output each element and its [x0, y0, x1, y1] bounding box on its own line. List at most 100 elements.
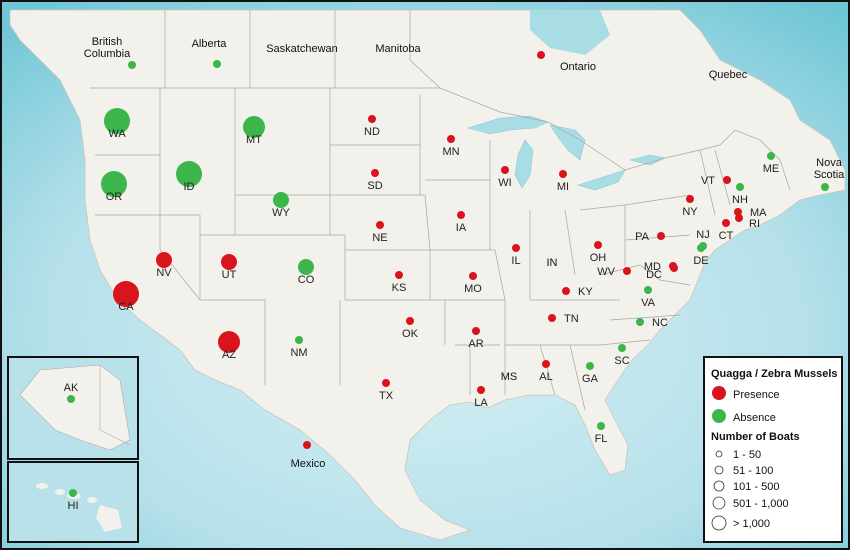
legend-title: Quagga / Zebra Mussels — [711, 368, 838, 380]
marker-label: HI — [68, 500, 79, 512]
marker-ut — [221, 254, 237, 270]
marker-label: CO — [298, 274, 315, 286]
marker-ny — [686, 195, 694, 203]
marker-me — [767, 152, 775, 160]
marker-wy — [273, 192, 289, 208]
legend-size-classes: 1 - 50 51 - 100 101 - 500 501 - 1,000 > 1,00… — [711, 449, 789, 531]
marker-label: OH — [590, 252, 607, 264]
region-label: Manitoba — [375, 43, 421, 55]
marker-wa — [104, 108, 130, 134]
marker-mi — [559, 170, 567, 178]
marker-ia — [457, 211, 465, 219]
legend-size-label: 1 - 50 — [733, 449, 761, 461]
marker-vt — [723, 176, 731, 184]
marker-ok — [406, 317, 414, 325]
marker-label: FL — [595, 433, 608, 445]
marker-ky — [562, 287, 570, 295]
legend-size-circle — [714, 465, 724, 475]
marker-al — [542, 360, 550, 368]
marker-ks — [395, 271, 403, 279]
marker-label: ID — [184, 181, 195, 193]
region-label: Mexico — [291, 458, 326, 470]
marker-va — [644, 286, 652, 294]
marker-label: MO — [464, 283, 482, 295]
marker-label: NH — [732, 194, 748, 206]
marker-nc — [636, 318, 644, 326]
land-mass — [9, 9, 846, 541]
legend-size-title: Number of Boats — [711, 431, 800, 443]
region-label: Saskatchewan — [266, 43, 338, 55]
region-label: British Columbia — [84, 36, 131, 60]
marker-tn — [548, 314, 556, 322]
great-lakes — [466, 115, 666, 191]
region-labels: British Columbia Alberta Saskatchewan Manito… — [84, 36, 845, 470]
legend-absence-label: Absence — [733, 412, 776, 424]
marker-label: TN — [564, 313, 579, 325]
marker-label: OR — [106, 191, 123, 203]
marker-wv — [623, 267, 631, 275]
marker-id — [176, 161, 202, 187]
marker-label: WY — [272, 207, 290, 219]
marker-ct — [722, 219, 730, 227]
hudson-bay — [530, 10, 610, 55]
marker-label: SC — [614, 355, 629, 367]
marker-mexico — [303, 441, 311, 449]
marker-label: OK — [402, 328, 419, 340]
marker-ak — [67, 395, 75, 403]
legend-box — [703, 356, 843, 543]
marker-label: CT — [719, 230, 734, 242]
marker-label: ND — [364, 126, 380, 138]
marker-tx — [382, 379, 390, 387]
marker-pa — [657, 232, 665, 240]
marker-ontario — [537, 51, 545, 59]
marker-label: CA — [118, 301, 134, 313]
marker-nd — [368, 115, 376, 123]
marker-nh — [736, 183, 744, 191]
borders — [90, 10, 791, 411]
region-label: Ontario — [560, 61, 596, 73]
marker-label: RI — [749, 218, 760, 230]
legend-size-circle — [713, 480, 725, 492]
marker-label: NY — [682, 206, 698, 218]
marker-label: DE — [693, 255, 708, 267]
legend-size-label: > 1,000 — [733, 518, 770, 530]
marker-label: MD — [644, 261, 661, 273]
marker-de — [697, 244, 705, 252]
legend-size-label: 51 - 100 — [733, 465, 773, 477]
region-label: MS — [501, 371, 518, 383]
marker-label: WV — [597, 266, 615, 278]
marker-label: NC — [652, 317, 668, 329]
legend-absence-swatch — [712, 409, 726, 423]
marker-ne — [376, 221, 384, 229]
region-label: Alberta — [192, 38, 228, 50]
marker-label: DC — [646, 269, 662, 281]
marker-co — [298, 259, 314, 275]
marker-nv — [156, 252, 172, 268]
marker-ca — [113, 281, 139, 307]
marker-or — [101, 171, 127, 197]
marker-label: KS — [392, 282, 407, 294]
marker-label: WA — [108, 128, 126, 140]
marker-ar — [472, 327, 480, 335]
marker-hi — [69, 489, 77, 497]
markers-layer: WA OR ID MT WY CO NM CA NV UT AZ ND SD NE KS OK TX MN IA MO… — [64, 51, 829, 512]
legend-presence-label: Presence — [733, 389, 779, 401]
marker-label: MN — [442, 146, 459, 158]
legend: Quagga / Zebra Mussels Presence Absence … — [703, 356, 843, 543]
marker-label: LA — [474, 397, 488, 409]
marker-label: IA — [456, 222, 467, 234]
marker-label: MA — [750, 207, 767, 219]
marker-oh — [594, 241, 602, 249]
marker-label: UT — [222, 269, 237, 281]
marker-label: VA — [641, 297, 656, 309]
marker-nm — [295, 336, 303, 344]
marker-mo — [469, 272, 477, 280]
inset-alaska — [7, 356, 139, 460]
marker-label: KY — [578, 286, 593, 298]
marker-dc — [670, 264, 678, 272]
marker-ga — [586, 362, 594, 370]
legend-size-label: 501 - 1,000 — [733, 498, 789, 510]
marker-label: NE — [372, 232, 387, 244]
region-label: Quebec — [709, 69, 748, 81]
